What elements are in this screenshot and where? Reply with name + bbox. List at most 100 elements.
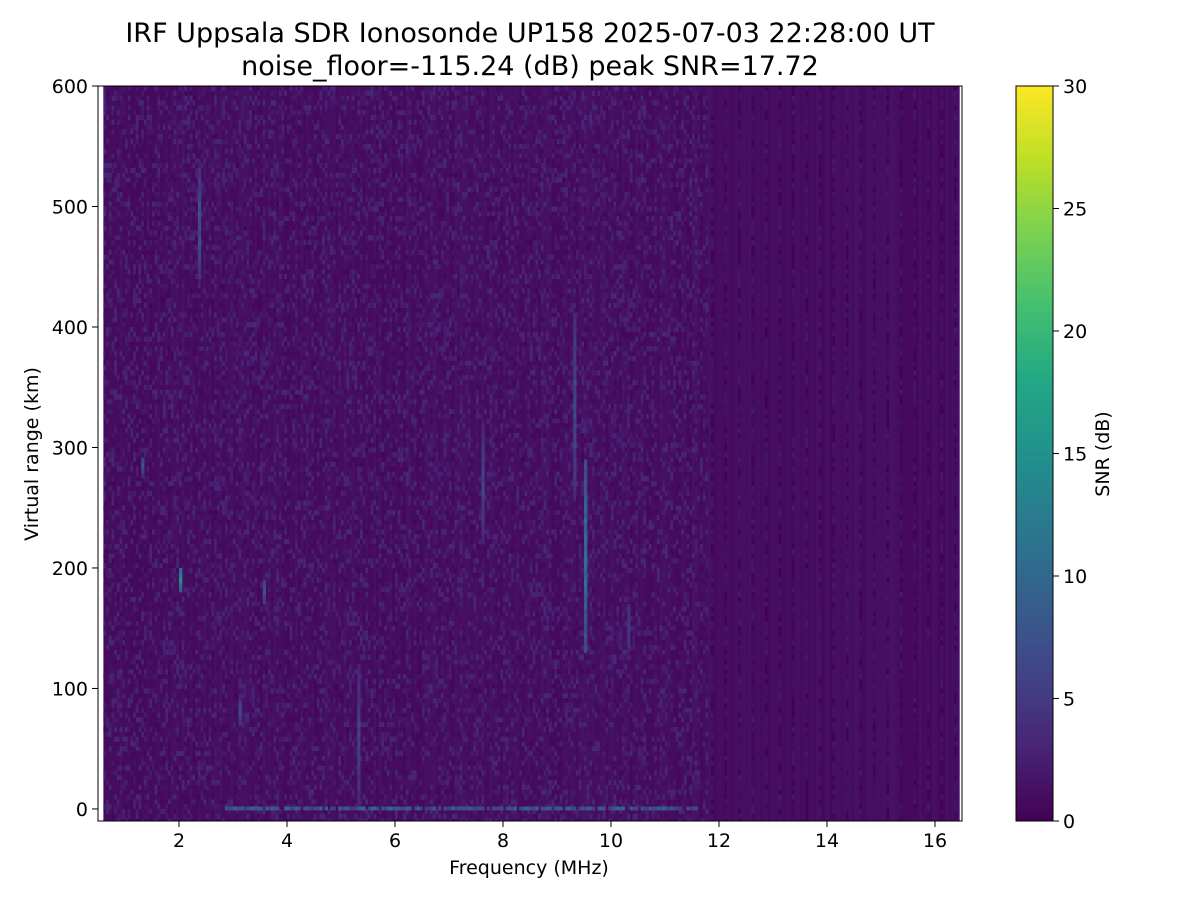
heatmap-cell (217, 558, 220, 563)
heatmap-cell (193, 399, 196, 404)
heatmap-cell (195, 129, 198, 134)
heatmap-cell (225, 129, 228, 134)
heatmap-cell (276, 558, 279, 563)
heatmap-cell (271, 409, 274, 414)
heatmap-cell (252, 332, 255, 337)
heatmap-cell (198, 385, 201, 390)
heatmap-cell (282, 173, 285, 178)
heatmap-cell (255, 491, 258, 496)
heatmap-cell (241, 221, 244, 226)
heatmap-cell (209, 385, 212, 390)
heatmap-cell (214, 202, 217, 207)
heatmap-cell (233, 587, 236, 592)
heatmap-cell (292, 293, 295, 298)
heatmap-cell (141, 255, 144, 260)
heatmap-cell (276, 308, 279, 313)
heatmap-cell (230, 472, 233, 477)
heatmap-cell (149, 115, 152, 120)
heatmap-cell (236, 766, 239, 771)
heatmap-cell (168, 144, 171, 149)
heatmap-cell (133, 313, 136, 318)
heatmap-cell (195, 698, 198, 703)
heatmap-cell (217, 129, 220, 134)
heatmap-cell (112, 105, 115, 110)
heatmap-cell (163, 650, 166, 655)
heatmap-cell (206, 539, 209, 544)
heatmap-cell (128, 346, 131, 351)
heatmap-cell (222, 110, 225, 115)
heatmap-cell (120, 703, 123, 708)
heatmap-cell (130, 428, 133, 433)
heatmap-cell (176, 279, 179, 284)
heatmap-cell (206, 751, 209, 756)
heatmap-cell (109, 240, 112, 245)
heatmap-cell (133, 428, 136, 433)
heatmap-cell (228, 428, 231, 433)
heatmap-cell (284, 284, 287, 289)
heatmap-cell (184, 433, 187, 438)
heatmap-cell (255, 134, 258, 139)
heatmap-cell (284, 611, 287, 616)
heatmap-cell (193, 597, 196, 602)
heatmap-cell (141, 317, 144, 322)
heatmap-cell (271, 356, 274, 361)
heatmap-cell (214, 703, 217, 708)
heatmap-cell (252, 703, 255, 708)
heatmap-cell (160, 688, 163, 693)
heatmap-cell (255, 607, 258, 612)
heatmap-cell (114, 770, 117, 775)
heatmap-cell (163, 751, 166, 756)
heatmap-cell (117, 655, 120, 660)
heatmap-cell (249, 274, 252, 279)
heatmap-cell (214, 394, 217, 399)
heatmap-cell (160, 317, 163, 322)
heatmap-cell (141, 91, 144, 96)
heatmap-cell (168, 727, 171, 732)
heatmap-cell (238, 520, 241, 525)
heatmap-cell (125, 713, 128, 718)
heatmap-cell (265, 346, 268, 351)
heatmap-cell (147, 761, 150, 766)
heatmap-cell (187, 515, 190, 520)
heatmap-cell (247, 713, 250, 718)
heatmap-cell (284, 621, 287, 626)
heatmap-cell (282, 341, 285, 346)
heatmap-cell (171, 346, 174, 351)
heatmap-cell (255, 375, 258, 380)
heatmap-cell (193, 587, 196, 592)
heatmap-cell (155, 274, 158, 279)
heatmap-cell (295, 139, 298, 144)
heatmap-cell (168, 486, 171, 491)
heatmap-cell (217, 370, 220, 375)
heatmap-cell (271, 664, 274, 669)
heatmap-cell (149, 110, 152, 115)
heatmap-cell (276, 775, 279, 780)
heatmap-cell (265, 409, 268, 414)
heatmap-cell (282, 351, 285, 356)
heatmap-cell (166, 390, 169, 395)
heatmap-cell (109, 366, 112, 371)
heatmap-cell (171, 481, 174, 486)
heatmap-cell (203, 737, 206, 742)
heatmap-cell (257, 500, 260, 505)
heatmap-cell (144, 573, 147, 578)
heatmap-cell (182, 264, 185, 269)
heatmap-cell (136, 366, 139, 371)
heatmap-cell (160, 110, 163, 115)
heatmap-cell (179, 399, 182, 404)
heatmap-cell (265, 380, 268, 385)
heatmap-cell (128, 86, 131, 91)
heatmap-cell (171, 255, 174, 260)
heatmap-cell (166, 428, 169, 433)
heatmap-cell (144, 447, 147, 452)
heatmap-cell (201, 794, 204, 799)
heatmap-cell (249, 688, 252, 693)
heatmap-cell (139, 404, 142, 409)
heatmap-cell (160, 202, 163, 207)
heatmap-cell (130, 597, 133, 602)
heatmap-cell (220, 500, 223, 505)
heatmap-cell (139, 260, 142, 265)
heatmap-cell (252, 563, 255, 568)
heatmap-cell (268, 206, 271, 211)
heatmap-cell (133, 616, 136, 621)
